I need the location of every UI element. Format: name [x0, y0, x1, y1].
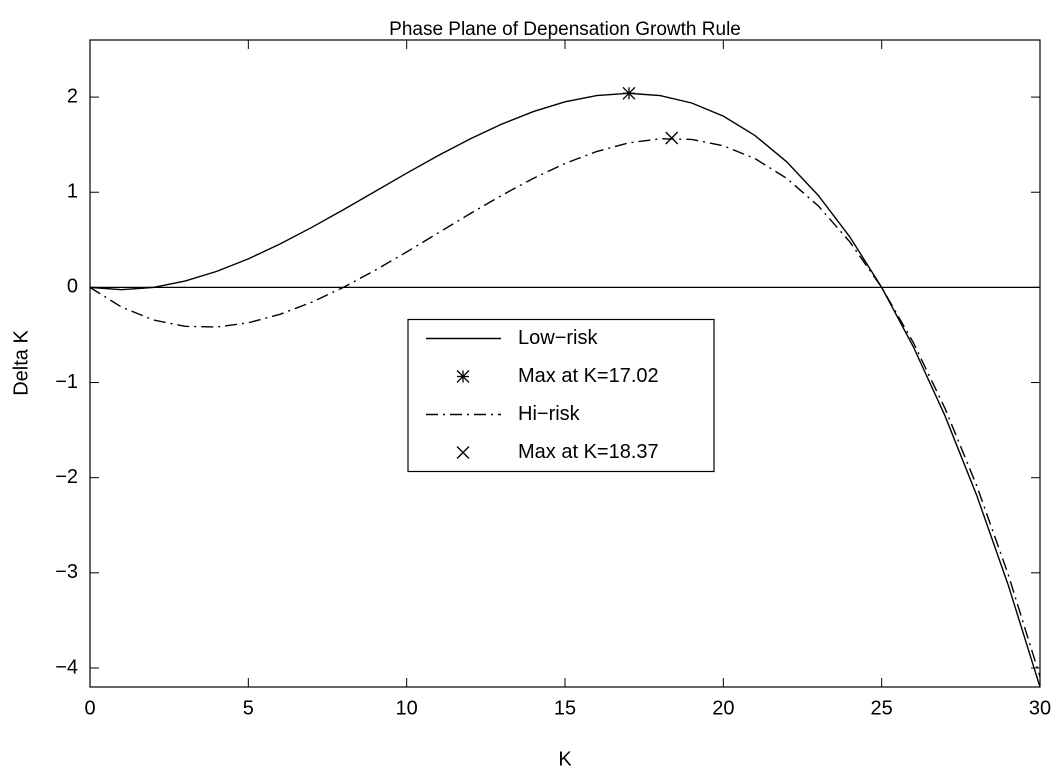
x-tick-label: 30 [1029, 697, 1051, 719]
x-tick-label: 25 [871, 697, 893, 719]
legend-box [407, 318, 715, 473]
x-tick-label: 5 [243, 697, 254, 719]
y-tick-label: 0 [67, 276, 78, 298]
x-tick-label: 20 [712, 697, 734, 719]
y-tick-label: −1 [55, 371, 78, 393]
x-axis-label: K [558, 748, 572, 770]
y-tick-label: −2 [55, 466, 78, 488]
x-tick-label: 10 [396, 697, 418, 719]
y-tick-label: 2 [67, 85, 78, 107]
marker [456, 446, 470, 459]
plot-frame [89, 39, 1041, 688]
x-tick-label: 0 [84, 697, 95, 719]
y-tick-label: −4 [55, 656, 78, 678]
marker [665, 131, 679, 145]
marker-stroke [456, 446, 470, 459]
x-tick-label: 15 [554, 697, 576, 719]
legend-label: Low−risk [518, 327, 598, 349]
y-tick-label: −3 [55, 561, 78, 583]
chart-title: Phase Plane of Depensation Growth Rule [389, 19, 741, 40]
marker [456, 370, 470, 383]
marker-stroke [665, 131, 679, 145]
y-axis-label: Delta K [10, 330, 32, 396]
legend-label: Hi−risk [518, 403, 581, 425]
marker [622, 86, 636, 100]
series-line [90, 92, 1040, 687]
y-tick-label: 1 [67, 181, 78, 203]
legend-label: Max at K=17.02 [518, 365, 659, 387]
legend-label: Max at K=18.37 [518, 441, 659, 463]
